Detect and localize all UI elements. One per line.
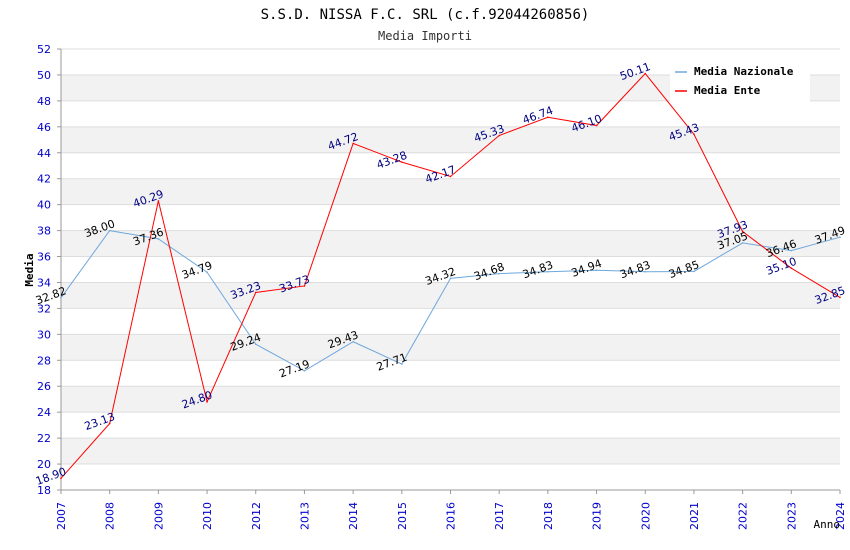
y-tick-label: 18 (37, 484, 51, 497)
data-point-media-nazionale (401, 363, 403, 365)
data-point-media-nazionale (206, 271, 208, 274)
y-tick-label: 52 (37, 43, 51, 56)
y-tick-label: 38 (37, 225, 51, 238)
data-point-media-ente (547, 116, 549, 119)
data-point-media-nazionale (498, 272, 500, 275)
data-point-media-ente (60, 477, 62, 480)
data-point-media-nazionale (352, 340, 354, 343)
data-point-media-ente (108, 422, 111, 425)
data-point-media-ente (157, 200, 160, 202)
x-tick-label: 2021 (688, 502, 701, 530)
chart-subtitle: Media Importi (378, 29, 472, 43)
y-tick-label: 34 (37, 276, 51, 289)
data-point-media-ente (352, 142, 354, 145)
x-tick-label: 2018 (542, 502, 555, 530)
y-tick-label: 30 (37, 328, 51, 341)
x-tick-label: 2024 (834, 502, 847, 530)
x-tick-label: 2020 (639, 502, 652, 530)
x-axis-ticks: 2007 2008 2009 2010 2012 2013 2014 2015 2016 2017… (55, 490, 847, 530)
legend-label-media-ente: Media Ente (694, 84, 761, 97)
legend: Media Nazionale Media Ente (670, 58, 810, 102)
x-tick-label: 2013 (298, 502, 311, 530)
data-point-media-nazionale (595, 269, 598, 272)
data-point-media-nazionale (303, 370, 306, 372)
data-point-media-nazionale (693, 270, 695, 273)
y-tick-label: 36 (37, 251, 51, 264)
data-point-media-nazionale (254, 343, 257, 346)
x-tick-label: 2012 (250, 502, 263, 530)
data-point-media-nazionale (108, 229, 111, 232)
data-point-media-ente (401, 161, 403, 163)
data-point-media-nazionale (157, 238, 160, 240)
grid-band (61, 230, 840, 257)
grid-band (61, 438, 840, 465)
data-point-media-nazionale (644, 270, 647, 273)
y-tick-label: 32 (37, 302, 51, 315)
y-tick-label: 50 (37, 69, 51, 82)
data-point-media-ente (449, 175, 452, 178)
data-label-media-nazionale: 34.83 (521, 258, 555, 281)
data-point-media-nazionale (790, 249, 793, 252)
data-point-media-ente (790, 267, 793, 270)
x-tick-label: 2008 (104, 502, 117, 530)
x-tick-label: 2019 (591, 502, 604, 530)
data-point-media-ente (595, 124, 598, 127)
x-tick-label: 2023 (785, 502, 798, 530)
data-label-media-nazionale: 27.19 (277, 357, 311, 380)
data-label-media-nazionale: 34.83 (618, 258, 652, 281)
data-label-media-nazionale: 34.79 (180, 259, 214, 282)
data-label-media-ente: 46.74 (521, 104, 555, 127)
legend-box (670, 58, 810, 102)
data-point-media-ente (839, 296, 841, 299)
grid-band (61, 126, 840, 153)
chart-title: S.S.D. NISSA F.C. SRL (c.f.92044260856) (261, 7, 590, 23)
data-point-media-ente (498, 134, 500, 137)
data-point-media-ente (254, 291, 257, 294)
x-tick-label: 2022 (737, 502, 750, 530)
x-tick-label: 2016 (445, 502, 458, 530)
data-point-media-ente (644, 72, 647, 75)
y-tick-label: 22 (37, 432, 51, 445)
x-tick-label: 2009 (152, 502, 165, 530)
grid-bands (61, 74, 840, 465)
data-point-media-ente (693, 133, 695, 136)
data-point-media-nazionale (741, 242, 744, 244)
data-point-media-ente (303, 285, 306, 287)
data-point-media-nazionale (547, 270, 549, 273)
series-lines (60, 72, 841, 480)
data-point-media-nazionale (60, 296, 62, 299)
legend-label-media-nazionale: Media Nazionale (694, 65, 794, 78)
data-label-media-nazionale: 34.94 (570, 257, 604, 280)
y-axis-label: Media (23, 253, 36, 286)
grid-band (61, 178, 840, 205)
y-tick-label: 40 (37, 199, 51, 212)
data-label-media-nazionale: 34.85 (667, 258, 701, 281)
data-point-media-nazionale (449, 277, 452, 280)
data-label-media-nazionale: 34.68 (472, 260, 506, 283)
y-axis-ticks: 18 20 22 24 26 28 30 32 34 36 38 40 42 44 46 48 50 52 (37, 43, 61, 497)
x-tick-label: 2007 (55, 502, 68, 530)
y-tick-label: 20 (37, 458, 51, 471)
x-tick-label: 2010 (201, 502, 214, 530)
y-tick-label: 42 (37, 173, 51, 186)
grid-band (61, 334, 840, 361)
y-tick-label: 46 (37, 121, 51, 134)
data-label-media-ente: 23.13 (83, 410, 117, 433)
y-tick-label: 44 (37, 147, 51, 160)
x-axis-label: Anno (814, 518, 841, 531)
data-point-media-nazionale (839, 236, 841, 239)
y-tick-label: 28 (37, 354, 51, 367)
y-tick-label: 24 (37, 406, 51, 419)
data-point-media-ente (206, 401, 208, 403)
x-tick-label: 2014 (347, 502, 360, 530)
grid-band (61, 386, 840, 413)
grid-band (61, 282, 840, 309)
x-tick-label: 2015 (396, 502, 409, 530)
data-point-media-ente (741, 230, 744, 233)
y-tick-label: 26 (37, 380, 51, 393)
y-tick-label: 48 (37, 95, 51, 108)
x-tick-label: 2017 (493, 502, 506, 530)
